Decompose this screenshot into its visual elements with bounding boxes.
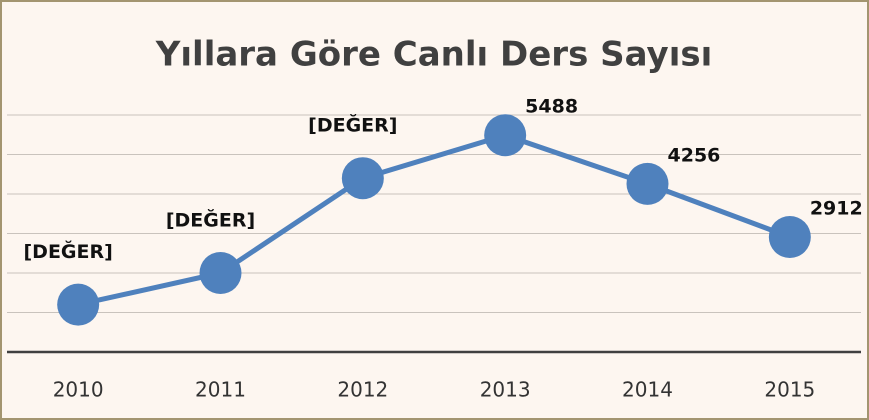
x-tick-label: 2012	[337, 378, 388, 402]
marker	[341, 157, 384, 200]
marker	[768, 215, 811, 258]
marker	[484, 114, 527, 157]
chart-title: Yıllara Göre Canlı Ders Sayısı	[155, 35, 712, 75]
data-label: 2912	[810, 197, 863, 219]
marker	[199, 252, 242, 294]
line	[77, 132, 791, 308]
x-tick-label: 2013	[480, 378, 531, 402]
marker	[626, 162, 669, 205]
data-label: [DEĞER]	[24, 239, 113, 263]
data-label: 5488	[525, 96, 578, 118]
x-tick-label: 2014	[622, 378, 673, 402]
x-tick-label: 2011	[195, 378, 246, 402]
x-tick-label: 2015	[764, 378, 815, 402]
marker	[57, 283, 100, 326]
x-tick-label: 2010	[53, 378, 104, 402]
data-label: [DEĞER]	[308, 113, 397, 137]
data-label: 4256	[668, 144, 721, 166]
data-label: [DEĞER]	[166, 208, 255, 232]
